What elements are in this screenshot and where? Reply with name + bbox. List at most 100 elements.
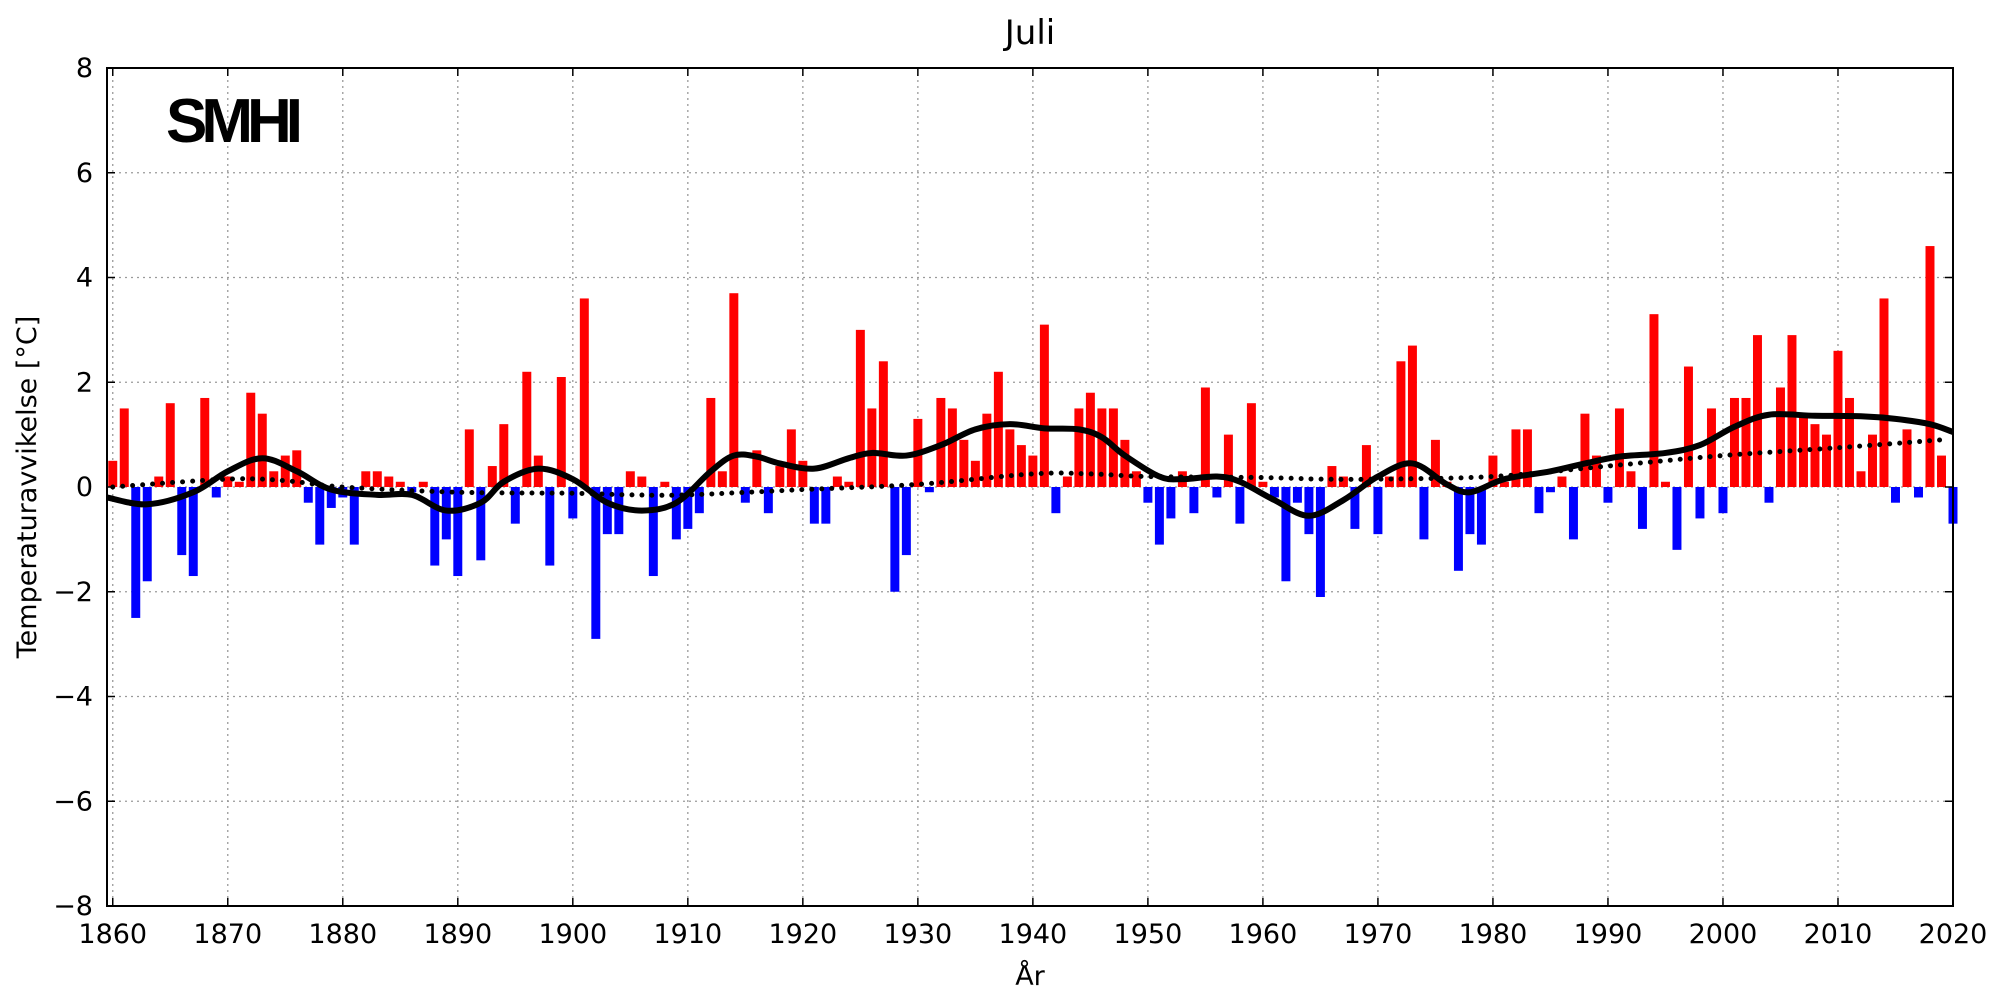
- bar-1892: [476, 487, 486, 561]
- bar-1979: [1476, 487, 1486, 545]
- bar-2015: [1891, 487, 1900, 503]
- bar-1893: [487, 466, 497, 487]
- bar-1867: [188, 487, 198, 577]
- bar-1894: [499, 424, 509, 487]
- bar-2012: [1856, 471, 1866, 487]
- x-tick-label: 1970: [1344, 919, 1413, 950]
- bar-1992: [1626, 471, 1636, 487]
- bar-1873: [257, 413, 267, 487]
- bar-2007: [1798, 413, 1808, 487]
- bar-1966: [1327, 466, 1337, 487]
- bar-1940: [1028, 455, 1038, 487]
- x-tick-label: 2010: [1804, 919, 1873, 950]
- bars-layer: [108, 246, 1958, 639]
- bar-1923: [832, 476, 842, 487]
- bar-1969: [1361, 445, 1371, 487]
- bar-1903: [602, 487, 612, 535]
- bar-1896: [522, 371, 532, 487]
- bar-1882: [361, 471, 371, 487]
- y-tick-label: −8: [53, 891, 93, 922]
- bar-1960: [1258, 481, 1268, 487]
- bar-1912: [706, 397, 716, 487]
- bar-1981: [1499, 481, 1509, 487]
- bar-1962: [1281, 487, 1291, 582]
- smoothed-curve: [106, 411, 1955, 519]
- bar-1885: [395, 481, 405, 487]
- bar-1954: [1189, 487, 1199, 514]
- bar-1914: [729, 293, 739, 487]
- bar-1958: [1235, 487, 1245, 524]
- bar-1997: [1683, 366, 1693, 487]
- bar-1987: [1568, 487, 1578, 540]
- bar-1965: [1315, 487, 1325, 597]
- bar-1925: [855, 329, 865, 487]
- bar-1890: [453, 487, 463, 577]
- bar-1950: [1143, 487, 1153, 503]
- lines-layer: [106, 411, 1955, 519]
- bar-1975: [1430, 439, 1440, 487]
- bar-1863: [142, 487, 152, 582]
- bar-1936: [982, 413, 992, 487]
- bar-1860: [108, 460, 118, 487]
- bar-1988: [1580, 413, 1590, 487]
- x-tick-label: 1890: [423, 919, 492, 950]
- trend-dotted-line: [110, 437, 1944, 498]
- bar-1865: [165, 403, 175, 487]
- bar-1999: [1706, 408, 1716, 487]
- bar-2002: [1741, 397, 1751, 487]
- bar-1986: [1557, 476, 1567, 487]
- bar-1891: [464, 429, 474, 487]
- bar-1883: [372, 471, 382, 487]
- y-tick-label: −6: [53, 786, 93, 817]
- bar-1919: [786, 429, 796, 487]
- bar-1872: [246, 392, 256, 487]
- bar-1881: [349, 487, 359, 545]
- bar-2009: [1821, 434, 1831, 487]
- bar-1905: [625, 471, 635, 487]
- bar-1951: [1154, 487, 1164, 545]
- bar-1909: [671, 487, 681, 540]
- ticks-layer: 1860 1870 1880 1890 1900 1910 1920 1930 1940 1950…: [53, 53, 1987, 950]
- bar-1927: [878, 361, 888, 487]
- x-tick-label: 1940: [999, 919, 1068, 950]
- bar-1926: [867, 408, 877, 487]
- bar-1990: [1603, 487, 1613, 503]
- bar-1929: [901, 487, 911, 556]
- bar-2019: [1937, 455, 1946, 487]
- bar-1993: [1637, 487, 1647, 529]
- bar-1963: [1292, 487, 1302, 503]
- x-tick-label: 1960: [1229, 919, 1298, 950]
- bar-1938: [1005, 429, 1015, 487]
- x-axis-title: År: [1015, 960, 1045, 992]
- bar-1922: [821, 487, 831, 524]
- bar-1946: [1097, 408, 1107, 487]
- bar-1980: [1488, 455, 1498, 487]
- bar-1948: [1120, 439, 1130, 487]
- bar-1866: [177, 487, 187, 556]
- bar-1911: [694, 487, 704, 514]
- y-tick-label: 4: [76, 263, 93, 294]
- bar-2014: [1879, 298, 1889, 487]
- bar-1937: [993, 371, 1003, 487]
- y-tick-label: 0: [76, 472, 93, 503]
- bar-2017: [1914, 487, 1923, 498]
- smhi-logo: SMHI: [166, 87, 300, 156]
- bar-1985: [1545, 487, 1555, 493]
- bar-1994: [1649, 314, 1659, 487]
- bar-1982: [1511, 429, 1521, 487]
- bar-1964: [1304, 487, 1314, 535]
- bar-1998: [1695, 487, 1705, 519]
- chart-title: Juli: [1003, 13, 1055, 53]
- x-tick-label: 1880: [308, 919, 377, 950]
- bar-1862: [131, 487, 141, 618]
- bar-1952: [1166, 487, 1176, 519]
- bar-2011: [1845, 397, 1854, 487]
- bar-1933: [947, 408, 957, 487]
- bar-1995: [1660, 481, 1670, 487]
- bar-2001: [1729, 397, 1739, 487]
- x-tick-label: 1950: [1114, 919, 1183, 950]
- bar-1895: [510, 487, 520, 524]
- bar-1921: [809, 487, 819, 524]
- bar-1901: [579, 298, 589, 487]
